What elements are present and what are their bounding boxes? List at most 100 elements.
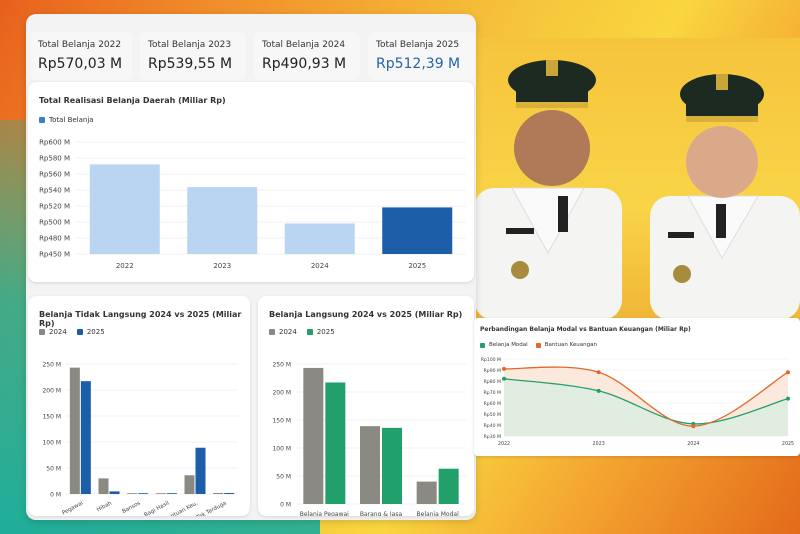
bar-Bansos-2024 xyxy=(127,493,138,494)
bar-2025 xyxy=(382,207,453,254)
chart-title: Total Realisasi Belanja Daerah (Miliar R… xyxy=(39,96,226,105)
kpi-label: Total Belanja 2024 xyxy=(262,40,346,50)
belanja-tidak-langsung-card: Belanja Tidak Langsung 2024 vs 2025 (Mil… xyxy=(28,296,250,516)
y-tick-label: 250 M xyxy=(272,362,291,369)
y-tick-label: 100 M xyxy=(272,446,291,453)
y-tick-label: Rp50 M xyxy=(484,412,501,418)
kpi-label: Total Belanja 2023 xyxy=(148,40,232,50)
legend-swatch xyxy=(480,342,485,348)
y-tick-label: Rp450 M xyxy=(39,251,70,259)
y-tick-label: Rp480 M xyxy=(39,235,70,243)
kpi-card-2023: Total Belanja 2023 Rp539,55 M xyxy=(140,32,246,80)
point-Bantuan Keuangan-2022 xyxy=(502,366,506,371)
x-tick-label: 2022 xyxy=(116,262,134,270)
bar-Hibah-2025 xyxy=(109,491,120,494)
y-tick-label: Rp90 M xyxy=(484,368,501,374)
bar-Belanja Modal-2025 xyxy=(438,468,459,504)
point-Bantuan Keuangan-2023 xyxy=(596,370,601,375)
bar-2023 xyxy=(187,187,258,254)
legend-swatch xyxy=(535,342,541,348)
bar-Pegawai-2025 xyxy=(80,381,91,494)
official-right xyxy=(650,74,800,320)
line-Bantuan Keuangan xyxy=(503,366,789,427)
total-belanja-chart: Rp600 M Rp580 M Rp560 M Rp540 M Rp520 M Rp500… xyxy=(39,139,466,270)
x-tick-label: Bantuan Keu. xyxy=(164,500,200,516)
x-tick-label: Tak Terduga xyxy=(195,500,227,516)
y-tick-label: 50 M xyxy=(46,466,61,473)
kpi-value: Rp490,93 M xyxy=(262,56,347,72)
y-tick-label: Rp40 M xyxy=(484,423,501,429)
x-tick-label: 2024 xyxy=(687,441,699,447)
bar-Barang & Jasa-2024 xyxy=(360,426,380,504)
y-tick-label: Rp500 M xyxy=(39,219,70,227)
legend-label: 2025 xyxy=(316,328,335,336)
bar-Tak Terduga-2025 xyxy=(224,492,235,494)
total-belanja-card: Total Realisasi Belanja Daerah (Miliar R… xyxy=(28,82,474,282)
chart-legend: Belanja Modal Bantuan Keuangan xyxy=(480,342,597,348)
line-Belanja Modal xyxy=(503,378,789,425)
official-left xyxy=(474,60,622,320)
chart-title: Perbandingan Belanja Modal vs Bantuan Ke… xyxy=(480,326,691,333)
point-Bantuan Keuangan-2025 xyxy=(786,370,790,375)
y-tick-label: 0 M xyxy=(50,492,61,499)
legend-swatch xyxy=(269,329,275,335)
x-tick-label: 2023 xyxy=(213,262,231,270)
x-tick-label: Bansos xyxy=(121,500,141,515)
kpi-card-2025: Total Belanja 2025 Rp512,39 M xyxy=(368,32,474,80)
y-tick-label: Rp580 M xyxy=(39,155,70,163)
legend-label: Total Belanja xyxy=(49,116,94,124)
chart-title: Belanja Langsung 2024 vs 2025 (Miliar Rp… xyxy=(269,310,463,319)
y-tick-label: Rp60 M xyxy=(484,401,501,407)
chart-legend: Total Belanja xyxy=(39,116,94,124)
point-Belanja Modal-2025 xyxy=(786,396,790,401)
legend-swatch xyxy=(306,329,313,335)
chart-title: Belanja Tidak Langsung 2024 vs 2025 (Mil… xyxy=(39,310,242,328)
x-tick-label: Belanja Pegawai xyxy=(300,511,349,516)
bar-Pegawai-2024 xyxy=(69,367,80,494)
x-tick-label: Belanja Modal xyxy=(417,511,460,516)
x-tick-label: Pegawai xyxy=(61,500,84,516)
legend-label: 2024 xyxy=(49,328,67,336)
point-Bantuan Keuangan-2024 xyxy=(691,424,696,429)
bar-Bantuan Keu.-2024 xyxy=(184,475,195,494)
legend-swatch xyxy=(39,117,45,123)
bar-2022 xyxy=(89,164,160,254)
y-tick-label: Rp70 M xyxy=(484,390,501,396)
legend-swatch xyxy=(76,329,83,335)
kpi-value: Rp539,55 M xyxy=(148,56,233,72)
bar-Belanja Pegawai-2025 xyxy=(325,382,346,504)
legend-label: 2025 xyxy=(86,328,105,336)
y-tick-label: 50 M xyxy=(276,474,291,481)
belanja-langsung-card: Belanja Langsung 2024 vs 2025 (Miliar Rp… xyxy=(258,296,474,516)
y-tick-label: 250 M xyxy=(42,362,61,369)
bar-Belanja Modal-2024 xyxy=(416,481,437,504)
x-tick-label: 2024 xyxy=(311,262,329,270)
y-tick-label: 100 M xyxy=(42,440,61,447)
x-tick-label: 2025 xyxy=(408,262,426,270)
y-tick-label: 200 M xyxy=(272,390,291,397)
bar-Barang & Jasa-2025 xyxy=(382,427,402,504)
bar-Bantuan Keu.-2025 xyxy=(195,447,206,494)
x-tick-label: 2023 xyxy=(593,441,605,447)
kpi-value: Rp570,03 M xyxy=(38,56,123,72)
bar-Hibah-2024 xyxy=(98,478,109,494)
kpi-label: Total Belanja 2025 xyxy=(376,40,460,50)
legend-label: 2024 xyxy=(279,328,297,336)
x-tick-label: Bagi Hasil xyxy=(143,500,170,516)
bar-Tak Terduga-2024 xyxy=(213,492,224,494)
x-tick-label: Hibah xyxy=(96,500,113,513)
bar-Bagi Hasil-2025 xyxy=(166,493,177,494)
point-Belanja Modal-2022 xyxy=(502,376,506,381)
y-tick-label: Rp100 M xyxy=(481,357,501,363)
bar-Bansos-2025 xyxy=(138,493,149,494)
dashboard-panel: Total Belanja 2022 Rp570,03 M Total Bela… xyxy=(26,14,476,520)
y-tick-label: Rp80 M xyxy=(484,379,501,385)
legend-label: Bantuan Keuangan xyxy=(544,342,597,348)
y-tick-label: Rp520 M xyxy=(39,203,70,211)
y-tick-label: Rp600 M xyxy=(39,139,70,147)
chart-legend: 2024 2025 xyxy=(269,328,335,336)
bar-Belanja Pegawai-2024 xyxy=(303,367,324,504)
point-Belanja Modal-2023 xyxy=(596,388,601,393)
kpi-label: Total Belanja 2022 xyxy=(38,40,122,50)
